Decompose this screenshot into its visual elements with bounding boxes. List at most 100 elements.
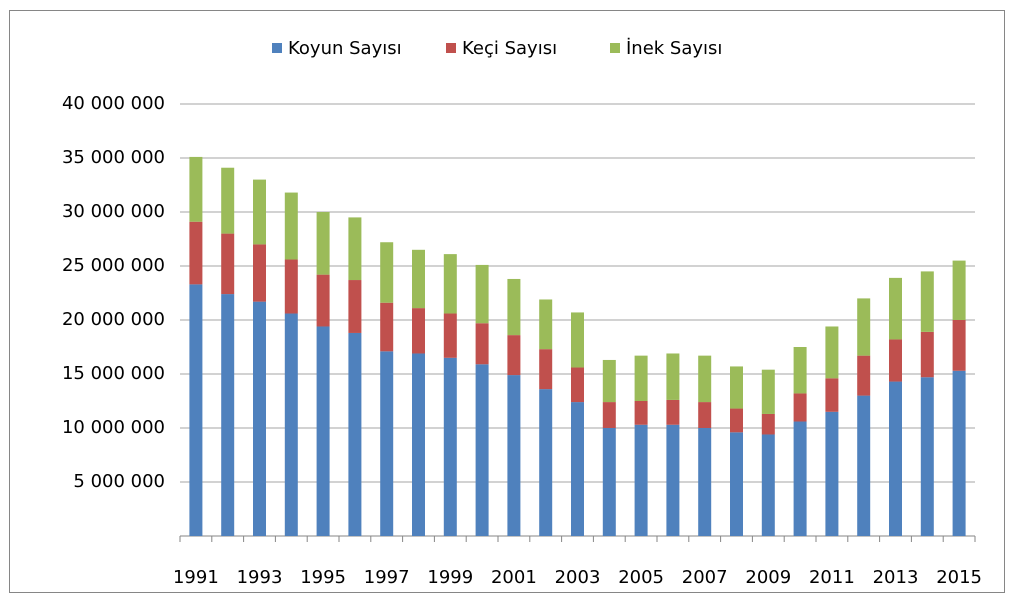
bar-segment: [284, 313, 298, 536]
bar-segment: [221, 294, 235, 536]
bar-segment: [507, 335, 521, 376]
bar-segment: [666, 353, 680, 400]
bar-segment: [475, 323, 489, 365]
bar-segment: [380, 302, 394, 352]
bar-segment: [857, 298, 871, 356]
chart-border: [9, 10, 1005, 593]
bar-segment: [412, 249, 425, 309]
bar-segment: [443, 254, 457, 314]
bar-segment: [952, 260, 966, 320]
bar-segment: [571, 402, 584, 536]
y-tick-label: 10 000 000: [62, 417, 165, 438]
x-tick-label: 2015: [936, 567, 982, 588]
bar-segment: [284, 259, 298, 314]
legend-swatch: [446, 43, 456, 53]
bar-segment: [412, 308, 425, 354]
bar-segment: [825, 378, 839, 412]
x-tick-label: 2001: [491, 567, 537, 588]
legend-label: Keçi Sayısı: [462, 38, 557, 59]
x-tick-label: 2005: [618, 567, 664, 588]
bar-segment: [539, 299, 553, 350]
y-tick-label: 30 000 000: [62, 201, 165, 222]
bar-segment: [221, 167, 235, 234]
bar-segment: [793, 347, 807, 394]
bar-segment: [253, 244, 266, 302]
bar-segment: [571, 367, 584, 403]
bar-segment: [189, 156, 203, 222]
y-tick-label: 15 000 000: [62, 363, 165, 384]
bar-segment: [507, 278, 521, 336]
bar-segment: [602, 359, 616, 403]
bar-segment: [889, 277, 902, 340]
bar-segment: [825, 326, 839, 379]
bar-segment: [475, 264, 489, 324]
bar-segment: [889, 339, 902, 382]
bar-segment: [761, 413, 775, 435]
bar-segment: [793, 421, 807, 536]
x-tick-label: 2003: [555, 567, 601, 588]
y-tick-label: 5 000 000: [73, 471, 165, 492]
bar-segment: [348, 280, 362, 333]
legend-label: Koyun Sayısı: [288, 38, 402, 59]
bar-segment: [380, 242, 394, 303]
bar-segment: [952, 320, 966, 371]
bar-segment: [730, 366, 743, 409]
bar-segment: [571, 312, 584, 368]
bar-segment: [412, 353, 425, 536]
bar-segment: [284, 192, 298, 260]
bar-segment: [253, 301, 266, 536]
x-tick-label: 1997: [364, 567, 410, 588]
bar-segment: [634, 355, 648, 401]
x-tick-label: 1993: [237, 567, 283, 588]
bar-segment: [348, 332, 362, 536]
bar-segment: [253, 179, 266, 245]
bar-segment: [730, 408, 743, 433]
x-tick-label: 2011: [809, 567, 855, 588]
bar-segment: [475, 364, 489, 536]
bar-segment: [507, 375, 521, 536]
y-tick-label: 40 000 000: [62, 93, 165, 114]
x-tick-label: 2013: [873, 567, 919, 588]
bar-segment: [698, 428, 712, 536]
bar-segment: [825, 411, 839, 536]
bar-segment: [602, 402, 616, 428]
bar-segment: [316, 274, 330, 327]
y-tick-label: 20 000 000: [62, 309, 165, 330]
bar-segment: [666, 399, 680, 425]
bar-segment: [920, 271, 934, 332]
x-tick-label: 1995: [300, 567, 346, 588]
bar-segment: [634, 401, 648, 425]
bar-segment: [666, 424, 680, 536]
bar-segment: [920, 331, 934, 378]
bar-segment: [698, 355, 712, 403]
bar-segment: [761, 369, 775, 414]
bar-segment: [761, 434, 775, 536]
x-tick-label: 2009: [745, 567, 791, 588]
bar-segment: [857, 395, 871, 536]
bar-segment: [189, 284, 203, 536]
bar-segment: [730, 432, 743, 536]
bar-segment: [698, 402, 712, 428]
bar-segment: [189, 221, 203, 285]
y-tick-label: 25 000 000: [62, 255, 165, 276]
bar-segment: [634, 424, 648, 536]
x-tick-label: 2007: [682, 567, 728, 588]
bar-segment: [793, 393, 807, 422]
bar-segment: [316, 212, 330, 275]
legend-swatch: [272, 43, 282, 53]
bar-segment: [920, 377, 934, 536]
bar-segment: [443, 313, 457, 358]
x-tick-label: 1991: [173, 567, 219, 588]
legend-label: İnek Sayısı: [626, 38, 722, 59]
bar-segment: [952, 370, 966, 536]
bar-segment: [316, 326, 330, 536]
y-tick-label: 35 000 000: [62, 147, 165, 168]
bar-segment: [889, 381, 902, 536]
bar-segment: [602, 428, 616, 536]
x-tick-label: 1999: [427, 567, 473, 588]
bar-segment: [348, 217, 362, 281]
bar-segment: [539, 389, 553, 536]
bar-segment: [380, 351, 394, 536]
bar-segment: [857, 355, 871, 396]
